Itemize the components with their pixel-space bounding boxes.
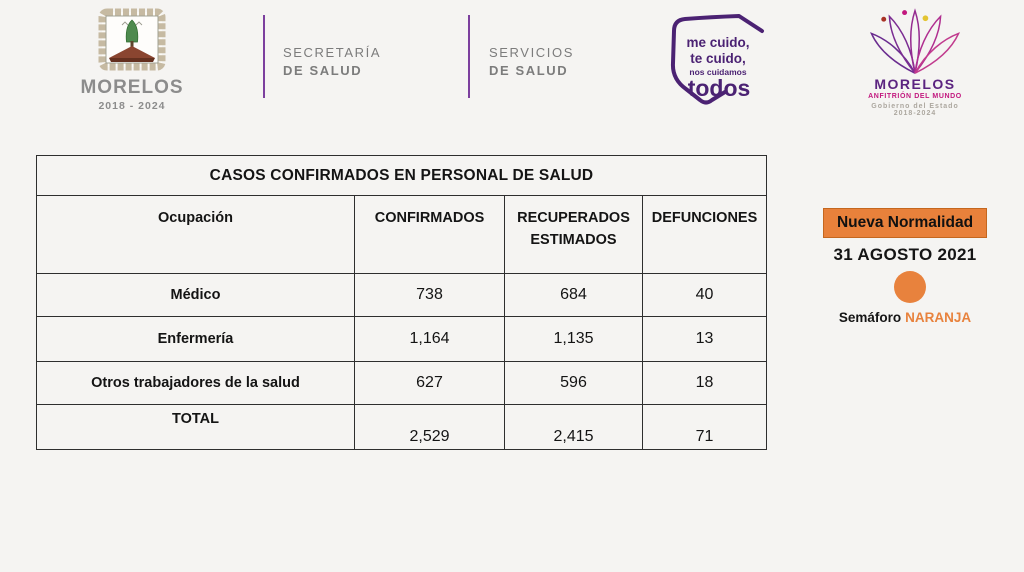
row-label: Otros trabajadores de la salud <box>36 361 355 405</box>
shield-line3: nos cuidamos <box>689 67 746 77</box>
cell-confirmados: 1,164 <box>354 316 505 362</box>
divider <box>263 15 265 98</box>
coat-years: 2018 - 2024 <box>98 100 166 112</box>
table-row-otros: Otros trabajadores de la salud 627 596 1… <box>36 361 767 405</box>
cell-defunciones: 18 <box>642 361 767 405</box>
morelos-coat-of-arms-icon <box>98 8 166 71</box>
servicios-line2: DE SALUD <box>489 63 569 78</box>
cell-recuperados: 2,415 <box>504 404 643 450</box>
morelos-state-logo: MORELOS ANFITRIÓN DEL MUNDO Gobierno del… <box>850 5 980 117</box>
col-header-recuperados: RECUPERADOS ESTIMADOS <box>504 195 643 274</box>
secretaria-salud-wordmark: SECRETARÍA DE SALUD <box>283 45 381 78</box>
state-logo-government: Gobierno del Estado <box>871 103 959 110</box>
semaforo-label: Semáforo <box>838 310 902 325</box>
row-label: Médico <box>36 273 355 317</box>
morelos-flower-icon <box>869 8 961 74</box>
coat-title: MORELOS <box>80 77 184 98</box>
table-title-row: CASOS CONFIRMADOS EN PERSONAL DE SALUD <box>36 155 767 196</box>
semaforo-status: Semáforo NARANJA <box>813 310 997 325</box>
casos-confirmados-table: CASOS CONFIRMADOS EN PERSONAL DE SALUD O… <box>36 155 767 450</box>
cell-confirmados: 738 <box>354 273 505 317</box>
state-logo-years: 2018-2024 <box>893 110 937 117</box>
table-row-total: TOTAL 2,529 2,415 71 <box>36 404 767 450</box>
cell-confirmados: 627 <box>354 361 505 405</box>
semaforo-value: NARANJA <box>905 310 972 325</box>
row-label: Enfermería <box>36 316 355 362</box>
table-header-row: Ocupación CONFIRMADOS RECUPERADOS ESTIMA… <box>36 195 767 274</box>
servicios-line1: SERVICIOS <box>489 45 574 60</box>
nueva-normalidad-badge: Nueva Normalidad <box>823 208 987 238</box>
cell-recuperados: 1,135 <box>504 316 643 362</box>
cell-defunciones: 71 <box>642 404 767 450</box>
servicios-salud-wordmark: SERVICIOS DE SALUD <box>489 45 574 78</box>
shield-line1: me cuido, <box>686 35 749 50</box>
secretaria-line1: SECRETARÍA <box>283 45 382 60</box>
state-logo-title: MORELOS <box>874 76 956 92</box>
col-header-confirmados: CONFIRMADOS <box>354 195 505 274</box>
care-shield-icon: me cuido, te cuido, nos cuidamos todos <box>670 14 764 105</box>
shield-line4: todos <box>688 75 751 101</box>
state-logo-subtitle: ANFITRIÓN DEL MUNDO <box>868 93 962 100</box>
cell-recuperados: 596 <box>504 361 643 405</box>
morelos-coat-block: MORELOS 2018 - 2024 <box>66 8 198 112</box>
shield-line2: te cuido, <box>690 51 746 66</box>
divider <box>468 15 470 98</box>
table-title: CASOS CONFIRMADOS EN PERSONAL DE SALUD <box>36 155 767 196</box>
cell-defunciones: 13 <box>642 316 767 362</box>
table-row-enfermeria: Enfermería 1,164 1,135 13 <box>36 316 767 362</box>
table-row-medico: Médico 738 684 40 <box>36 273 767 317</box>
col-header-ocupacion: Ocupación <box>36 195 355 274</box>
semaforo-naranja-circle-icon <box>894 271 926 303</box>
cell-confirmados: 2,529 <box>354 404 505 450</box>
cell-recuperados: 684 <box>504 273 643 317</box>
secretaria-line2: DE SALUD <box>283 63 363 78</box>
col-header-defunciones: DEFUNCIONES <box>642 195 767 274</box>
cell-defunciones: 40 <box>642 273 767 317</box>
report-date: 31 AGOSTO 2021 <box>833 245 977 264</box>
row-label: TOTAL <box>36 404 355 450</box>
